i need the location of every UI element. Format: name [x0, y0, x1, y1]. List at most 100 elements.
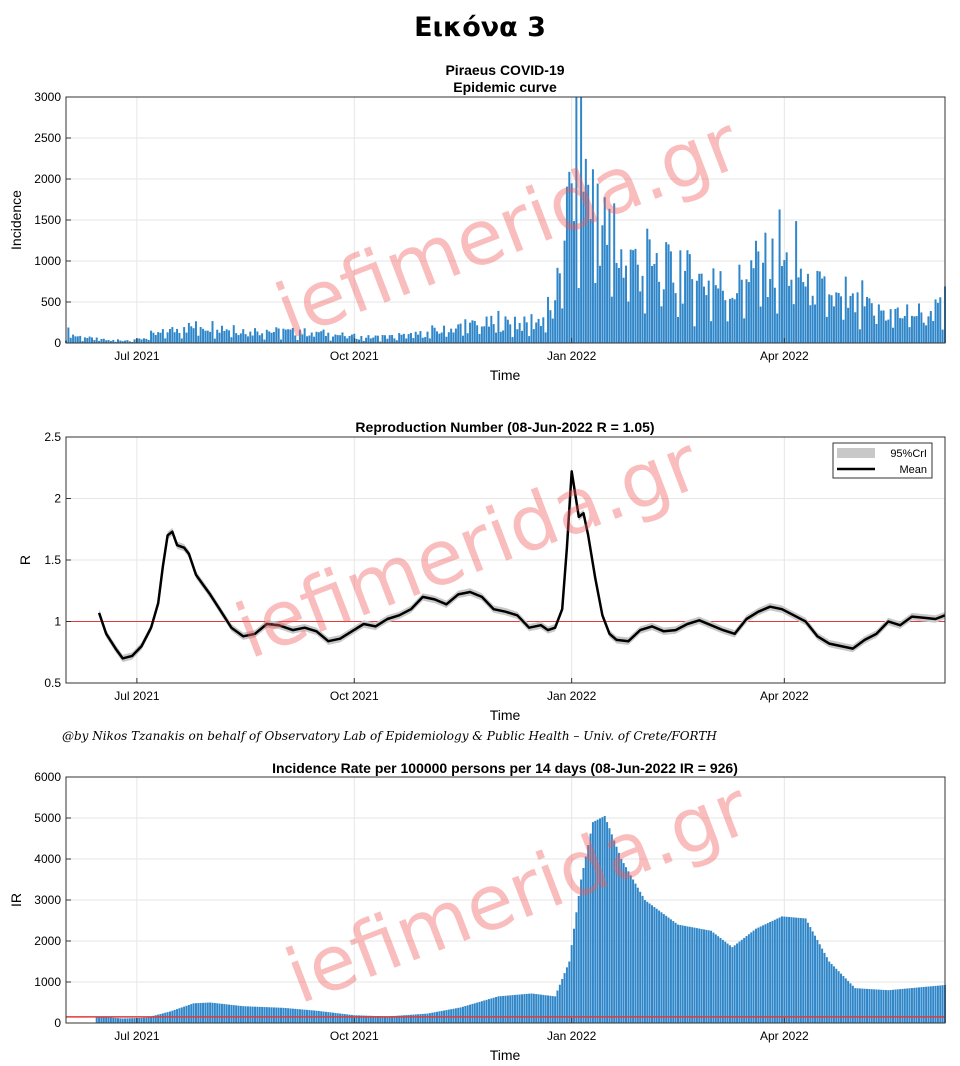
bar: [837, 971, 840, 1023]
bar: [355, 338, 358, 343]
bar: [499, 996, 502, 1023]
bar: [119, 1018, 122, 1023]
bar: [100, 339, 103, 343]
bar: [620, 859, 623, 1023]
bar: [625, 867, 627, 1023]
bar: [414, 1014, 417, 1023]
bar: [218, 1003, 221, 1023]
bar: [256, 331, 259, 343]
bar: [828, 961, 831, 1023]
bar: [509, 324, 512, 343]
x-axis-label: Time: [490, 367, 521, 383]
bar: [417, 1014, 420, 1023]
x-axis-label: Time: [490, 1047, 521, 1063]
bar: [861, 280, 864, 343]
legend: 95%CrI Mean: [832, 442, 933, 479]
bar: [206, 330, 209, 343]
bar: [821, 948, 824, 1023]
bar: [242, 329, 245, 343]
bar: [908, 327, 911, 343]
bar: [875, 323, 878, 343]
bar: [495, 997, 498, 1023]
bar: [745, 936, 748, 1023]
bar: [107, 340, 110, 343]
bar: [287, 329, 290, 343]
bar: [384, 1016, 386, 1023]
bar: [783, 260, 786, 343]
bar: [504, 316, 507, 343]
bar: [556, 990, 559, 1023]
bar: [544, 995, 547, 1023]
bar: [483, 326, 486, 343]
bar: [329, 340, 332, 343]
bar: [606, 244, 609, 343]
bar: [216, 1003, 219, 1023]
bar: [832, 306, 835, 343]
bar: [350, 334, 353, 343]
bar: [646, 228, 649, 343]
bar: [537, 994, 540, 1023]
bar: [780, 266, 783, 343]
bar: [752, 930, 755, 1023]
bar: [750, 932, 753, 1023]
bar: [516, 329, 519, 343]
bar: [360, 335, 363, 343]
bar: [67, 327, 70, 343]
bar: [686, 250, 689, 343]
bar: [584, 158, 587, 343]
bar: [471, 320, 474, 343]
bar: [601, 225, 604, 343]
bar: [941, 985, 944, 1023]
bar: [795, 917, 798, 1023]
bar: [254, 1006, 257, 1023]
bar: [204, 330, 207, 343]
bar: [223, 330, 226, 343]
bar: [239, 333, 242, 343]
bar: [728, 945, 731, 1023]
x-tick-label: Apr 2022: [760, 689, 809, 703]
bar: [400, 1015, 403, 1023]
bar: [771, 920, 774, 1023]
bar: [535, 994, 538, 1023]
bar: [426, 1013, 429, 1023]
bar: [736, 293, 739, 343]
bar: [164, 1012, 167, 1023]
bar: [431, 1012, 434, 1023]
bar: [738, 264, 741, 343]
bar: [367, 335, 370, 343]
bar: [811, 931, 814, 1023]
bar: [608, 208, 611, 343]
bar: [483, 1000, 486, 1023]
y-tick-label: 1500: [34, 213, 61, 227]
bar: [402, 333, 405, 343]
bar: [461, 335, 464, 343]
bar: [594, 283, 597, 343]
bar: [565, 967, 568, 1023]
bar: [105, 1017, 108, 1023]
bar: [613, 840, 616, 1023]
bar: [842, 976, 845, 1023]
bar: [339, 1013, 342, 1023]
bar: [303, 328, 306, 343]
bar: [922, 322, 925, 343]
bar: [625, 265, 627, 343]
bar: [927, 316, 930, 343]
y-tick-label: 3000: [34, 90, 61, 104]
bar: [665, 242, 668, 343]
bar: [837, 293, 840, 343]
bar: [374, 335, 377, 343]
bar: [124, 1018, 127, 1023]
bar: [632, 250, 635, 343]
bar: [157, 1014, 160, 1023]
bar: [140, 339, 143, 343]
bar: [495, 332, 498, 343]
bar: [502, 995, 505, 1023]
bar: [261, 1006, 264, 1023]
bar: [126, 1018, 129, 1023]
bar: [190, 326, 193, 343]
bar: [556, 267, 559, 343]
bar: [339, 335, 342, 343]
bar: [884, 990, 887, 1023]
bar: [918, 987, 920, 1023]
bar: [228, 1004, 231, 1023]
